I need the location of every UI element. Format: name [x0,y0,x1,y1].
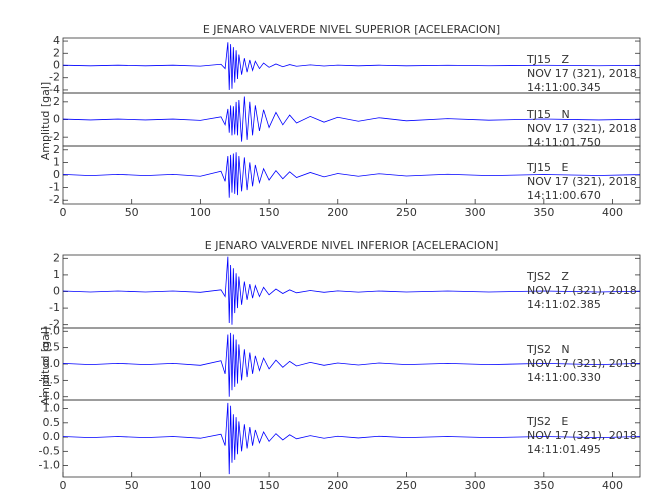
waveform [62,256,641,325]
waveform [62,402,641,475]
x-tick-label: 0 [60,479,67,492]
station-label: TJS2 Z [526,270,569,283]
station-label: TJ15 Z [526,53,569,66]
waveform [62,96,641,142]
y-tick-label: 1.0 [43,402,61,415]
x-tick-label: 200 [327,206,348,219]
y-tick-label: -1.0 [39,390,60,403]
x-tick-label: 200 [327,479,348,492]
y-tick-label: -0.5 [39,444,60,457]
y-tick-label: -4 [49,83,60,96]
y-tick-label: 0 [53,113,60,126]
y-tick-label: 4 [53,34,60,47]
panel-frame [62,399,641,478]
y-tick-label: 1.0 [43,324,61,337]
date-label: NOV 17 (321), 2018 [527,429,637,442]
chart-title: E JENARO VALVERDE NIVEL SUPERIOR [ACELER… [203,23,500,36]
y-tick-label: 0 [53,168,60,181]
station-label: TJ15 E [526,161,568,174]
y-tick-label: -1.0 [39,459,60,472]
x-tick-label: 50 [125,206,139,219]
date-label: NOV 17 (321), 2018 [527,175,637,188]
y-tick-label: 0.0 [43,357,61,370]
x-tick-label: 0 [60,206,67,219]
y-tick-label: -2 [49,318,60,331]
y-tick-label: 2 [53,251,60,264]
x-tick-label: 400 [602,206,623,219]
y-tick-label: 1 [53,268,60,281]
x-tick-label: 300 [465,479,486,492]
y-tick-label: 1 [53,155,60,168]
y-tick-label: -1 [49,301,60,314]
x-tick-label: 50 [125,479,139,492]
y-tick-label: 0 [53,285,60,298]
time-label: 14:11:01.750 [527,136,601,149]
time-label: 14:11:02.385 [527,298,601,311]
time-label: 14:11:00.345 [527,81,601,94]
y-tick-label: 0.5 [43,416,61,429]
station-label: TJS2 E [526,415,568,428]
x-tick-label: 150 [259,206,280,219]
chart-title: E JENARO VALVERDE NIVEL INFERIOR [ACELER… [205,239,498,252]
date-label: NOV 17 (321), 2018 [527,122,637,135]
y-tick-label: 2 [53,95,60,108]
x-tick-label: 250 [396,479,417,492]
x-tick-label: 100 [190,479,211,492]
x-tick-label: 250 [396,206,417,219]
y-axis-label: Amplitud [gal] [39,82,52,160]
y-tick-label: 0 [53,59,60,72]
x-tick-label: 150 [259,479,280,492]
time-label: 14:11:01.495 [527,443,601,456]
date-label: NOV 17 (321), 2018 [527,357,637,370]
y-tick-label: -2 [49,193,60,206]
y-tick-label: 0.0 [43,430,61,443]
y-tick-label: -1 [49,181,60,194]
waveform [62,42,641,90]
y-tick-label: 0.5 [43,341,61,354]
x-tick-label: 100 [190,206,211,219]
date-label: NOV 17 (321), 2018 [527,67,637,80]
date-label: NOV 17 (321), 2018 [527,284,637,297]
x-tick-label: 400 [602,479,623,492]
y-tick-label: -2 [49,130,60,143]
x-tick-label: 300 [465,206,486,219]
y-tick-label: -2 [49,71,60,84]
y-tick-label: 2 [53,143,60,156]
y-tick-label: 2 [53,46,60,59]
x-tick-label: 350 [533,479,554,492]
station-label: TJ15 N [526,108,570,121]
waveform [62,152,641,198]
x-tick-label: 350 [533,206,554,219]
y-tick-label: -0.5 [39,373,60,386]
time-label: 14:11:00.330 [527,371,601,384]
time-label: 14:11:00.670 [527,189,601,202]
waveform [62,332,641,397]
station-label: TJS2 N [526,343,570,356]
y-axis-label: Amplitud [gal] [39,327,52,405]
